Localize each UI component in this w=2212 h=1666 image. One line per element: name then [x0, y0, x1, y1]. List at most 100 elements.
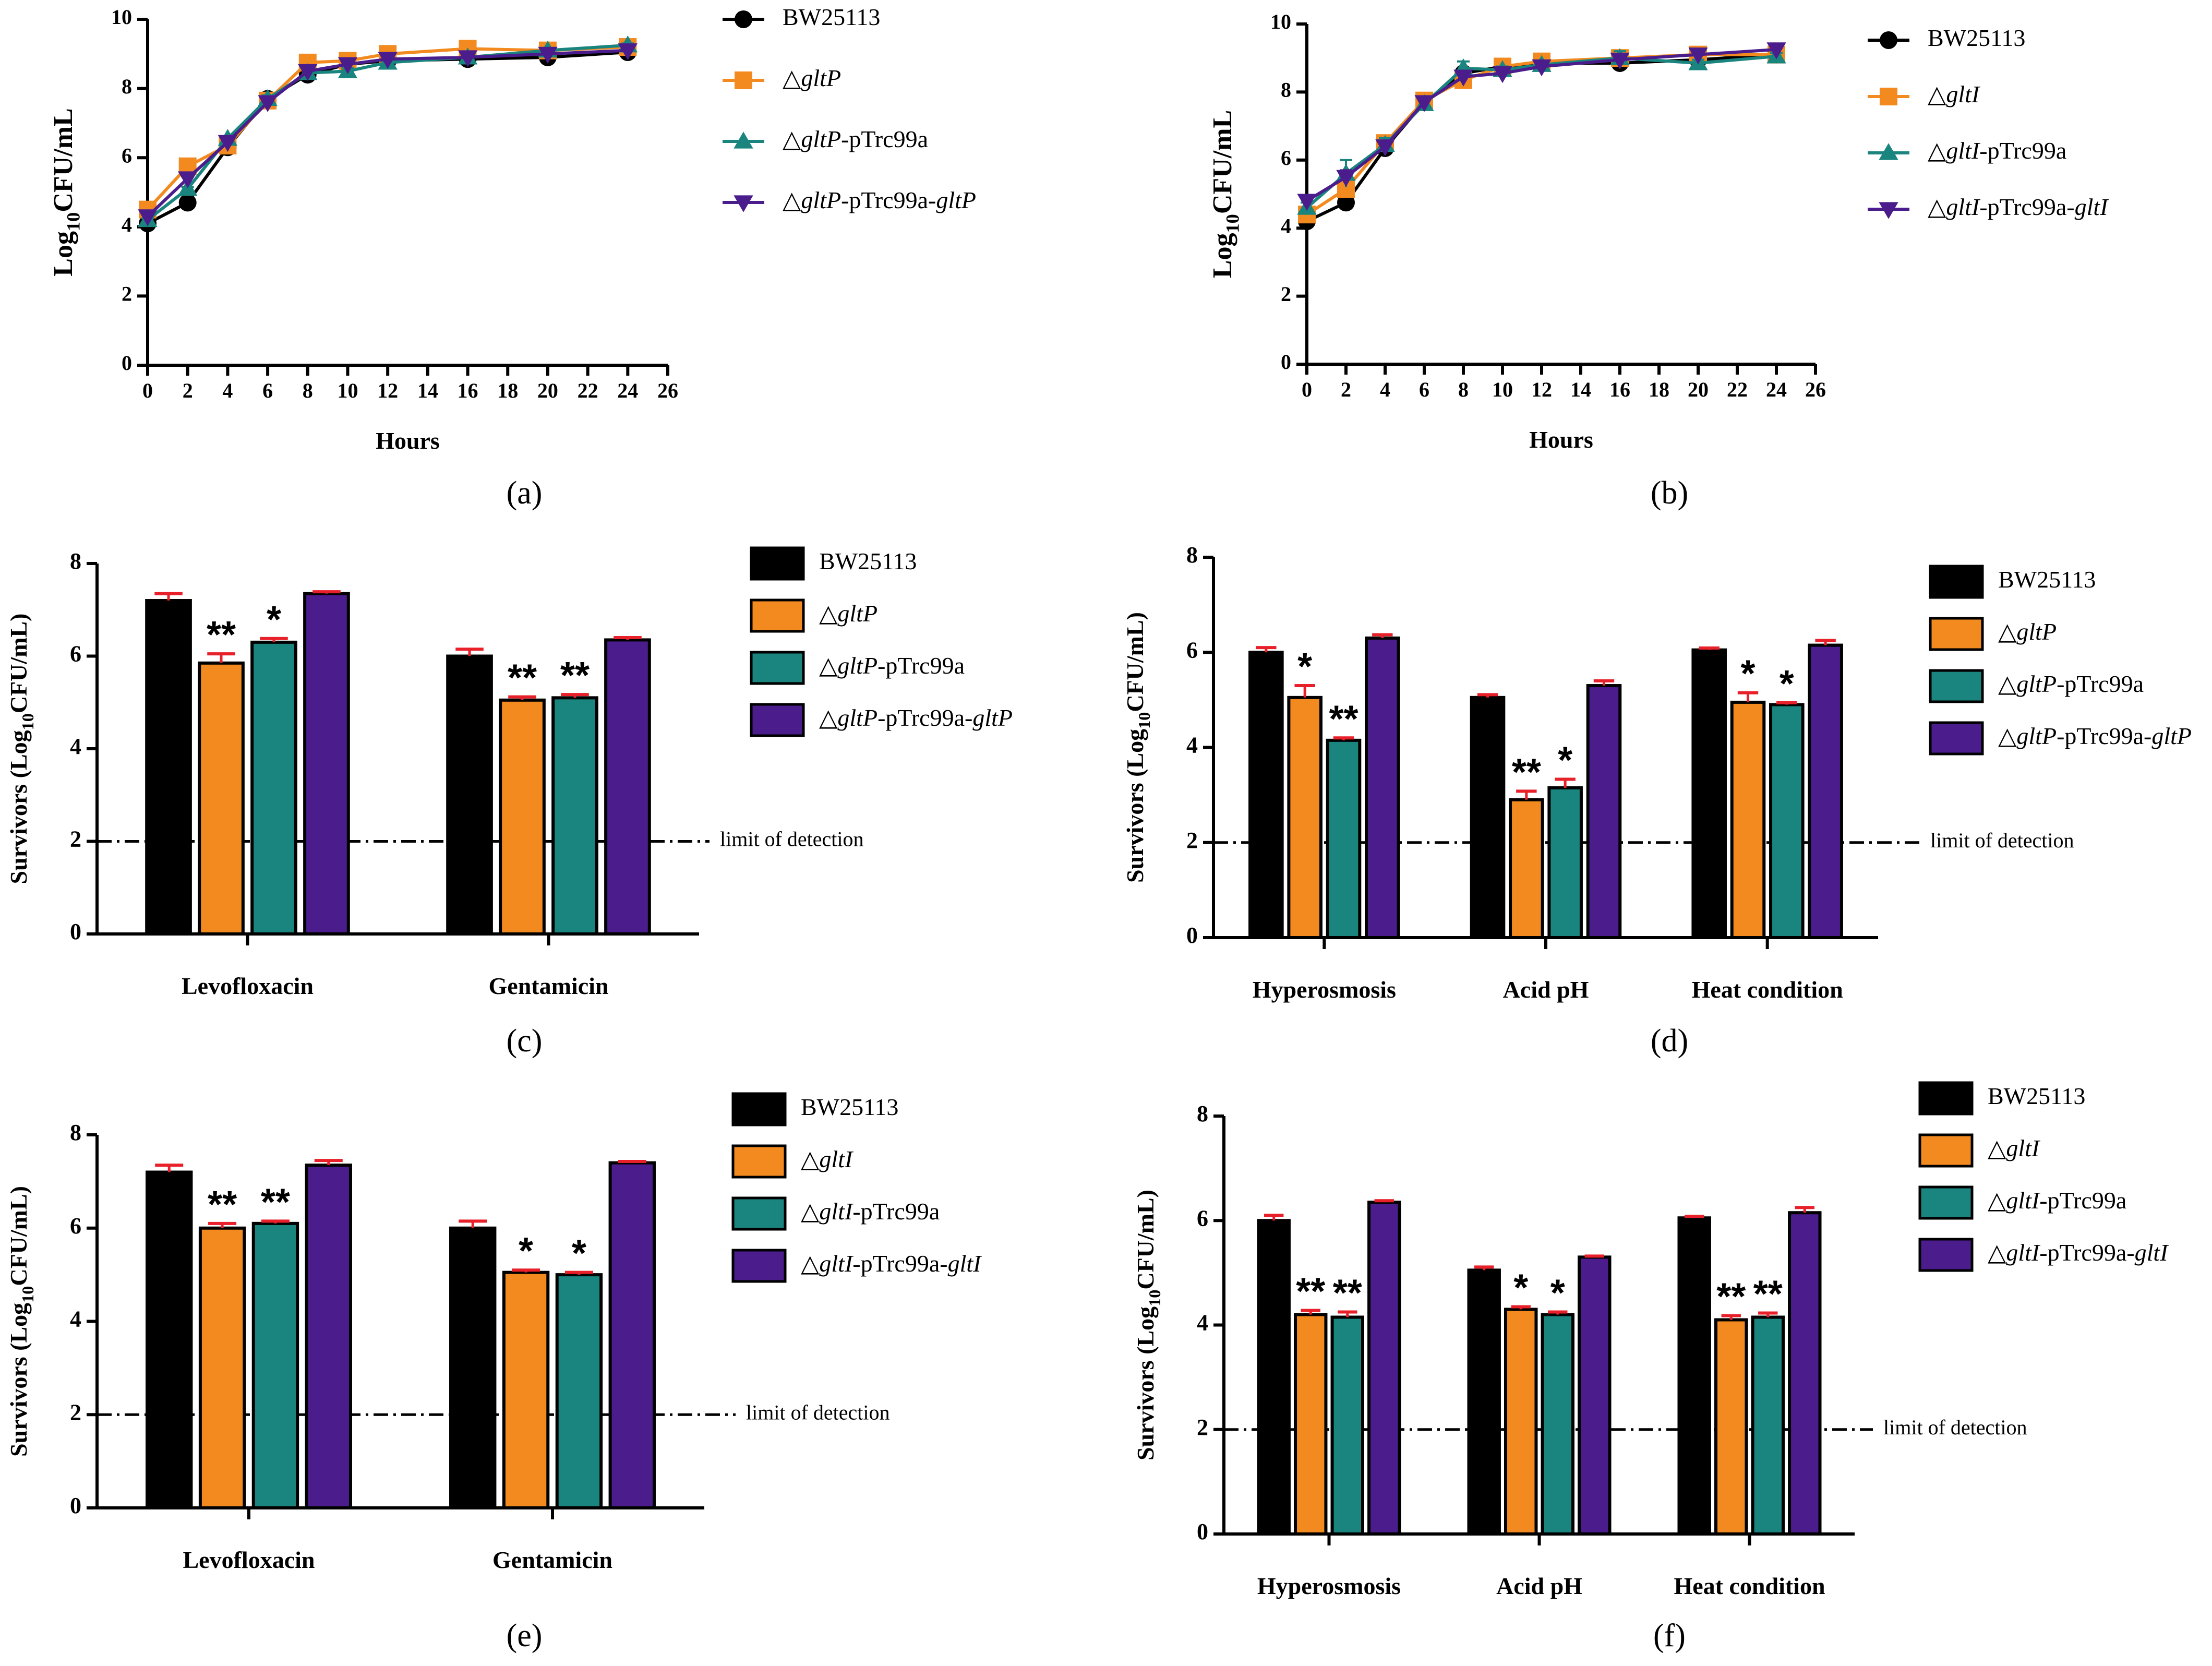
legend-entry-1: △gltI	[731, 1144, 854, 1179]
x-tick-label: 24	[617, 379, 638, 402]
x-tick-label: 8	[303, 379, 313, 402]
bar	[1257, 1219, 1291, 1536]
x-tick-label: 4	[222, 379, 233, 402]
legend-entry-0: BW25113	[1868, 25, 2025, 51]
y-tick-label: 4	[122, 213, 132, 236]
data-point	[1688, 47, 1708, 65]
x-tick-label: 2	[1341, 378, 1351, 401]
significance-marker: **	[1296, 1271, 1325, 1312]
legend-swatch	[750, 546, 805, 581]
panel-label: (b)	[1651, 475, 1688, 511]
bar	[1294, 1313, 1328, 1536]
legend-swatch	[1929, 721, 1984, 756]
y-tick-label: 0	[70, 919, 81, 944]
data-point	[1297, 194, 1317, 211]
y-axis-title: Log10CFU/mL	[49, 108, 84, 276]
y-tick-label: 2	[70, 1399, 81, 1425]
category-label: Acid pH	[1496, 1573, 1582, 1599]
bar	[551, 696, 598, 936]
x-tick-label: 20	[537, 379, 558, 402]
significance-marker: *	[1780, 663, 1794, 705]
data-point	[1766, 42, 1786, 59]
legend-entry-0: BW25113	[750, 546, 917, 581]
category-label: Hyperosmosis	[1257, 1573, 1401, 1599]
significance-marker: *	[267, 599, 281, 641]
legend-entry-0: BW25113	[723, 4, 880, 30]
x-tick-label: 22	[578, 379, 598, 402]
legend-label-1: △gltP	[783, 65, 841, 91]
legend-marker	[1880, 88, 1897, 105]
data-point	[1493, 66, 1512, 83]
y-tick-label: 10	[1270, 10, 1291, 33]
panel-label: (e)	[507, 1618, 543, 1653]
legend-entry-3: △gltI-pTrc99a-gltI	[731, 1249, 982, 1283]
bar	[1547, 786, 1583, 940]
bar	[1714, 1318, 1748, 1536]
significance-marker: **	[1333, 1272, 1362, 1314]
data-point	[1336, 170, 1356, 187]
y-tick-label: 2	[1281, 282, 1291, 306]
panel-label: (c)	[507, 1023, 543, 1059]
x-tick-label: 8	[1458, 378, 1469, 401]
y-tick-label: 0	[1281, 350, 1291, 374]
data-point	[378, 52, 398, 69]
x-tick-label: 20	[1688, 378, 1709, 401]
legend-label-1: △gltP	[819, 600, 877, 627]
category-label: Levofloxacin	[182, 973, 314, 999]
bar	[1467, 1268, 1501, 1536]
series-line	[147, 43, 628, 221]
legend-label-0: BW25113	[1988, 1083, 2085, 1109]
x-tick-label: 12	[377, 379, 398, 402]
legend-label-3: △gltI-pTrc99a-gltI	[1928, 194, 2109, 220]
data-point	[458, 50, 478, 67]
legend-label-2: △gltI-pTrc99a	[1988, 1187, 2126, 1214]
legend-entry-2: △gltI-pTrc99a	[731, 1196, 940, 1231]
legend-swatch	[731, 1249, 787, 1283]
legend-label-2: △gltP-pTrc99a	[1998, 670, 2144, 697]
x-tick-label: 0	[1302, 378, 1312, 401]
legend-entry-2: △gltI-pTrc99a	[1868, 137, 2066, 164]
x-tick-label: 14	[1570, 378, 1591, 401]
y-tick-label: 2	[122, 282, 132, 306]
significance-marker: *	[1297, 646, 1312, 688]
data-point	[1610, 52, 1630, 70]
y-tick-label: 6	[122, 143, 132, 167]
bar	[1677, 1216, 1711, 1536]
data-point	[218, 135, 238, 152]
legend-label-2: △gltP-pTrc99a	[783, 126, 928, 152]
bar	[145, 599, 192, 936]
data-point	[338, 57, 358, 74]
panel-label: (d)	[1651, 1023, 1688, 1059]
legend-swatch	[750, 598, 805, 633]
legend-label-1: △gltI	[801, 1146, 854, 1172]
series-line	[146, 45, 628, 211]
legend-label-2: △gltP-pTrc99a	[819, 652, 965, 679]
legend-entry-0: BW25113	[731, 1092, 898, 1126]
bar	[1330, 1315, 1364, 1536]
y-tick-label: 2	[1186, 828, 1198, 853]
y-tick-label: 0	[1186, 922, 1198, 948]
legend-entry-3: △gltP-pTrc99a-gltP	[723, 187, 976, 213]
bar	[1541, 1313, 1574, 1536]
y-tick-label: 0	[122, 351, 132, 375]
limit-of-detection-label: limit of detection	[1883, 1416, 2027, 1439]
legend-label-3: △gltP-pTrc99a-gltP	[783, 187, 976, 213]
category-label: Hyperosmosis	[1253, 976, 1396, 1003]
legend-swatch	[1929, 617, 1984, 651]
legend-entry-2: △gltP-pTrc99a	[723, 126, 928, 152]
legend-entry-3: △gltI-pTrc99a-gltI	[1918, 1238, 2169, 1272]
series-line	[1306, 54, 1777, 209]
significance-marker: *	[1550, 1272, 1565, 1314]
x-tick-label: 26	[1805, 378, 1826, 401]
significance-marker: **	[1329, 698, 1358, 740]
x-axis-title: Hours	[1529, 426, 1593, 453]
legend-swatch	[1929, 565, 1984, 599]
legend-marker	[1880, 31, 1897, 49]
y-axis-title: Survivors (Log10CFU/mL)	[5, 1186, 37, 1457]
legend-swatch	[731, 1196, 787, 1231]
legend-label-0: BW25113	[783, 4, 880, 30]
bar	[146, 1170, 193, 1509]
category-label: Heat condition	[1692, 976, 1843, 1003]
